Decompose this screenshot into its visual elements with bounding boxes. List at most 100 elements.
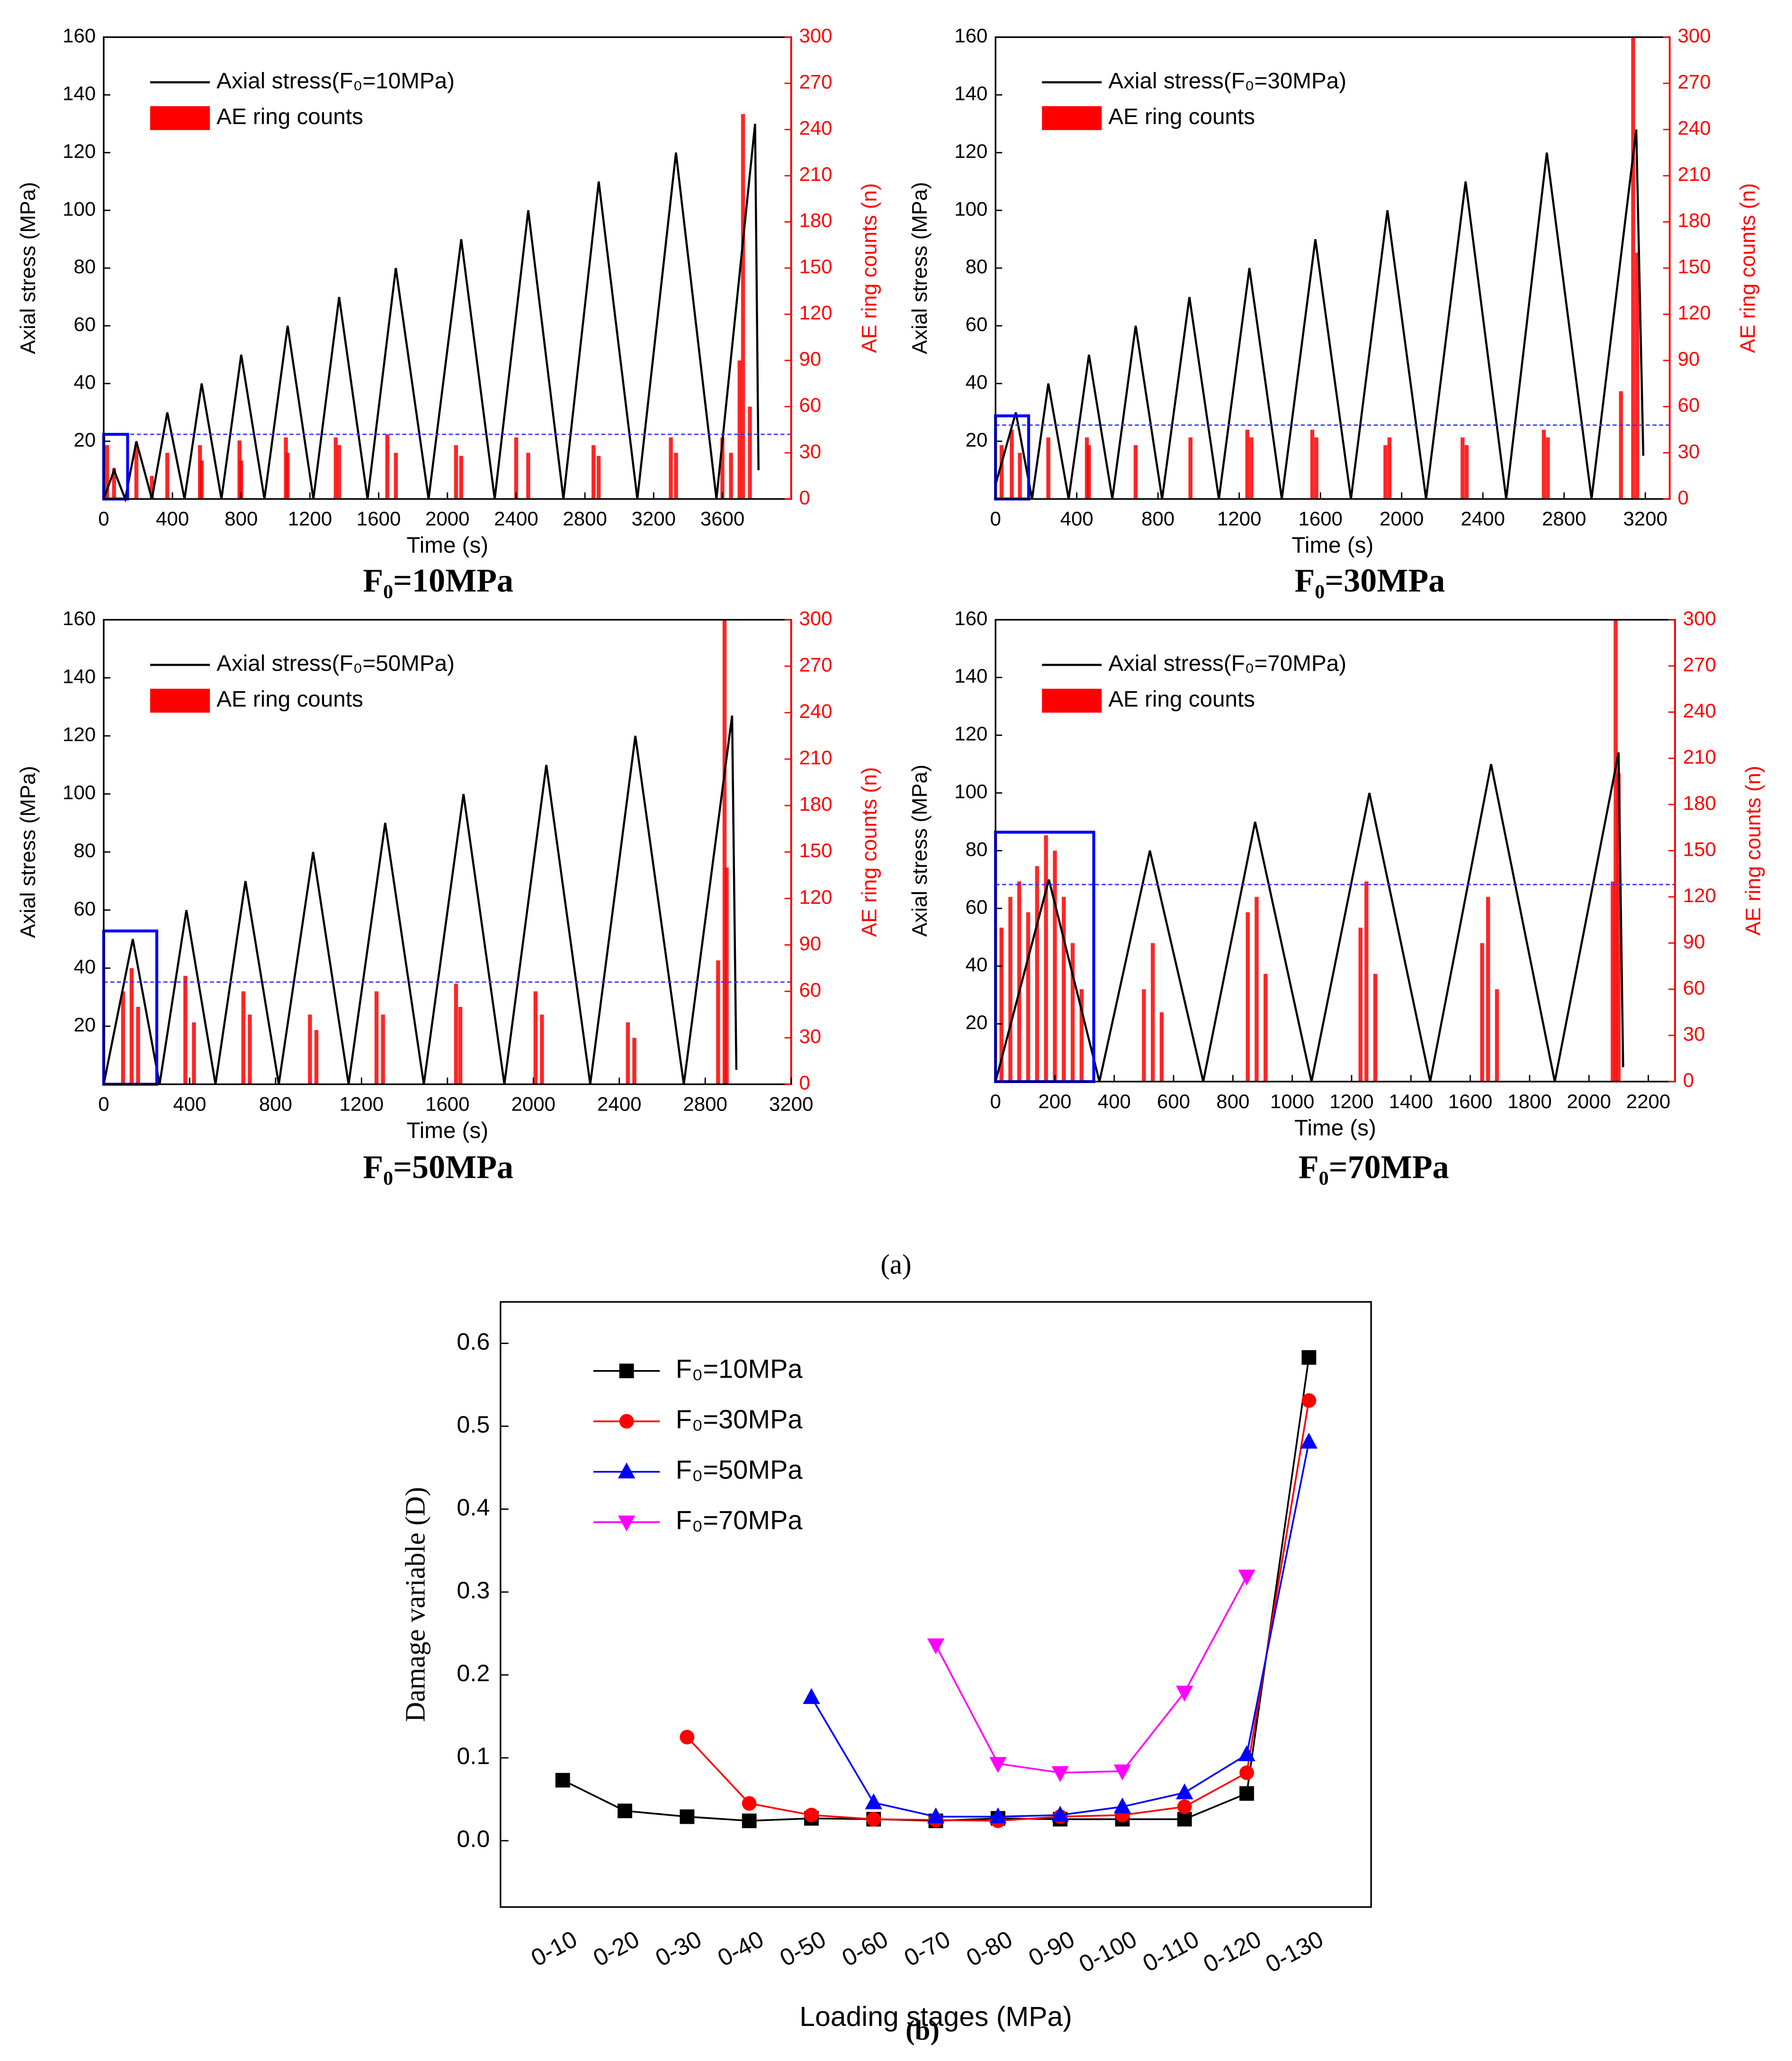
legend-label: AE ring counts [1108,104,1255,129]
x-tick-label: 1200 [1329,1090,1373,1112]
ae-bar [1249,437,1254,499]
ae-bar [1387,437,1392,499]
x-tick-label: 800 [1141,508,1174,530]
x-tick-label: 0-30 [651,1925,706,1971]
x-tick-label: 600 [1157,1090,1190,1112]
ae-bar [596,456,601,499]
y-tick-label: 0.3 [457,1577,490,1604]
y2-axis-label: AE ring counts (n) [1741,766,1765,936]
y2-tick-label: 120 [799,302,832,324]
y2-tick-label: 90 [1678,348,1700,370]
x-tick-label: 0 [98,1093,109,1115]
y2-tick-label: 300 [799,607,832,629]
marker [618,1515,636,1532]
ae-bar [374,991,379,1084]
y-tick-label: 20 [73,1013,96,1036]
legend-label: F₀=50MPa [676,1455,803,1485]
y-tick-label: 60 [73,313,96,335]
stress-line [102,124,760,503]
x-tick-label: 1000 [1270,1090,1314,1112]
y-axis-label: Axial stress (MPa) [907,182,932,354]
x-tick-label: 0-20 [589,1925,644,1971]
marker [866,1811,881,1827]
y2-tick-label: 120 [1678,302,1711,324]
marker [619,1363,634,1379]
x-tick-label: 0-120 [1199,1925,1265,1978]
marker [1051,1766,1069,1782]
x-tick-label: 2000 [1380,508,1424,530]
y2-tick-label: 150 [799,255,832,278]
y-tick-label: 140 [63,82,96,104]
y-axis-label: Axial stress (MPa) [907,764,932,937]
y2-tick-label: 270 [1683,653,1716,675]
ae-bar [748,406,752,499]
ae-bar [248,1014,252,1084]
legend-label: Axial stress(F₀=50MPa) [216,651,455,676]
ae-bar [136,1007,140,1084]
marker [803,1688,820,1704]
y2-tick-label: 90 [1683,930,1705,952]
x-tick-label: 800 [259,1093,292,1115]
y2-tick-label: 180 [799,793,832,815]
y2-tick-label: 210 [1683,745,1716,768]
ae-bar [1631,37,1635,499]
ae-bar [183,976,188,1084]
y2-tick-label: 60 [1683,977,1705,999]
y-tick-label: 0.5 [457,1411,490,1438]
ae-bar [1084,437,1089,499]
y-tick-label: 0.4 [457,1494,490,1521]
y2-tick-label: 0 [1683,1069,1694,1091]
ae-bar [591,445,596,499]
x-tick-label: 2000 [1567,1090,1611,1112]
y-tick-label: 40 [73,371,96,393]
ae-bar [716,960,720,1084]
legend-label: Axial stress(F₀=30MPa) [1108,68,1346,93]
ae-bar [737,360,742,499]
x-tick-label: 2400 [494,508,538,530]
legend-swatch [1042,689,1102,713]
x-axis-label: Time (s) [1294,1115,1376,1140]
y-tick-label: 100 [954,780,987,802]
y2-tick-label: 150 [1683,838,1716,860]
y2-tick-label: 0 [1678,486,1689,509]
marker [927,1807,945,1824]
y2-tick-label: 60 [799,394,821,416]
x-tick-label: 2000 [425,508,469,530]
marker [1176,1685,1193,1702]
x-tick-label: 3600 [700,508,744,530]
plot-frame [500,1301,1372,1908]
y-tick-label: 80 [73,255,96,278]
legend-swatch [1042,106,1102,130]
panel-label: (a) [880,1249,911,1280]
x-tick-label: 2000 [511,1093,556,1115]
ae-bar [729,453,733,499]
ae-bar [1616,773,1621,1082]
ae-bar [1486,896,1490,1082]
y-tick-label: 120 [954,723,987,745]
x-tick-label: 1400 [1389,1090,1433,1112]
marker [1176,1783,1193,1800]
x-tick-label: 3200 [1623,508,1667,530]
y-axis-label: Axial stress (MPa) [16,766,40,938]
ae-bar [308,1014,312,1084]
x-tick-label: 0-80 [962,1925,1017,1971]
y-tick-label: 60 [966,313,988,335]
ae-bar [121,991,125,1084]
legend-label: F₀=30MPa [676,1404,803,1434]
ae-bar [1358,927,1363,1082]
ae-bar [192,1022,196,1084]
x-tick-label: 2800 [683,1093,727,1115]
y-tick-label: 0.2 [457,1659,490,1686]
y-tick-label: 100 [954,197,987,220]
ae-bar [674,453,678,499]
ae-bar [1480,943,1484,1082]
stress-line [102,715,738,1084]
ae-bar [1151,943,1155,1082]
x-tick-label: 1600 [1299,508,1343,530]
marker [1239,1765,1254,1780]
x-tick-label: 0 [98,508,109,530]
y-tick-label: 40 [73,955,96,977]
x-tick-label: 2200 [1626,1090,1670,1112]
x-tick-label: 800 [224,508,258,530]
ae-bar [1026,912,1030,1082]
